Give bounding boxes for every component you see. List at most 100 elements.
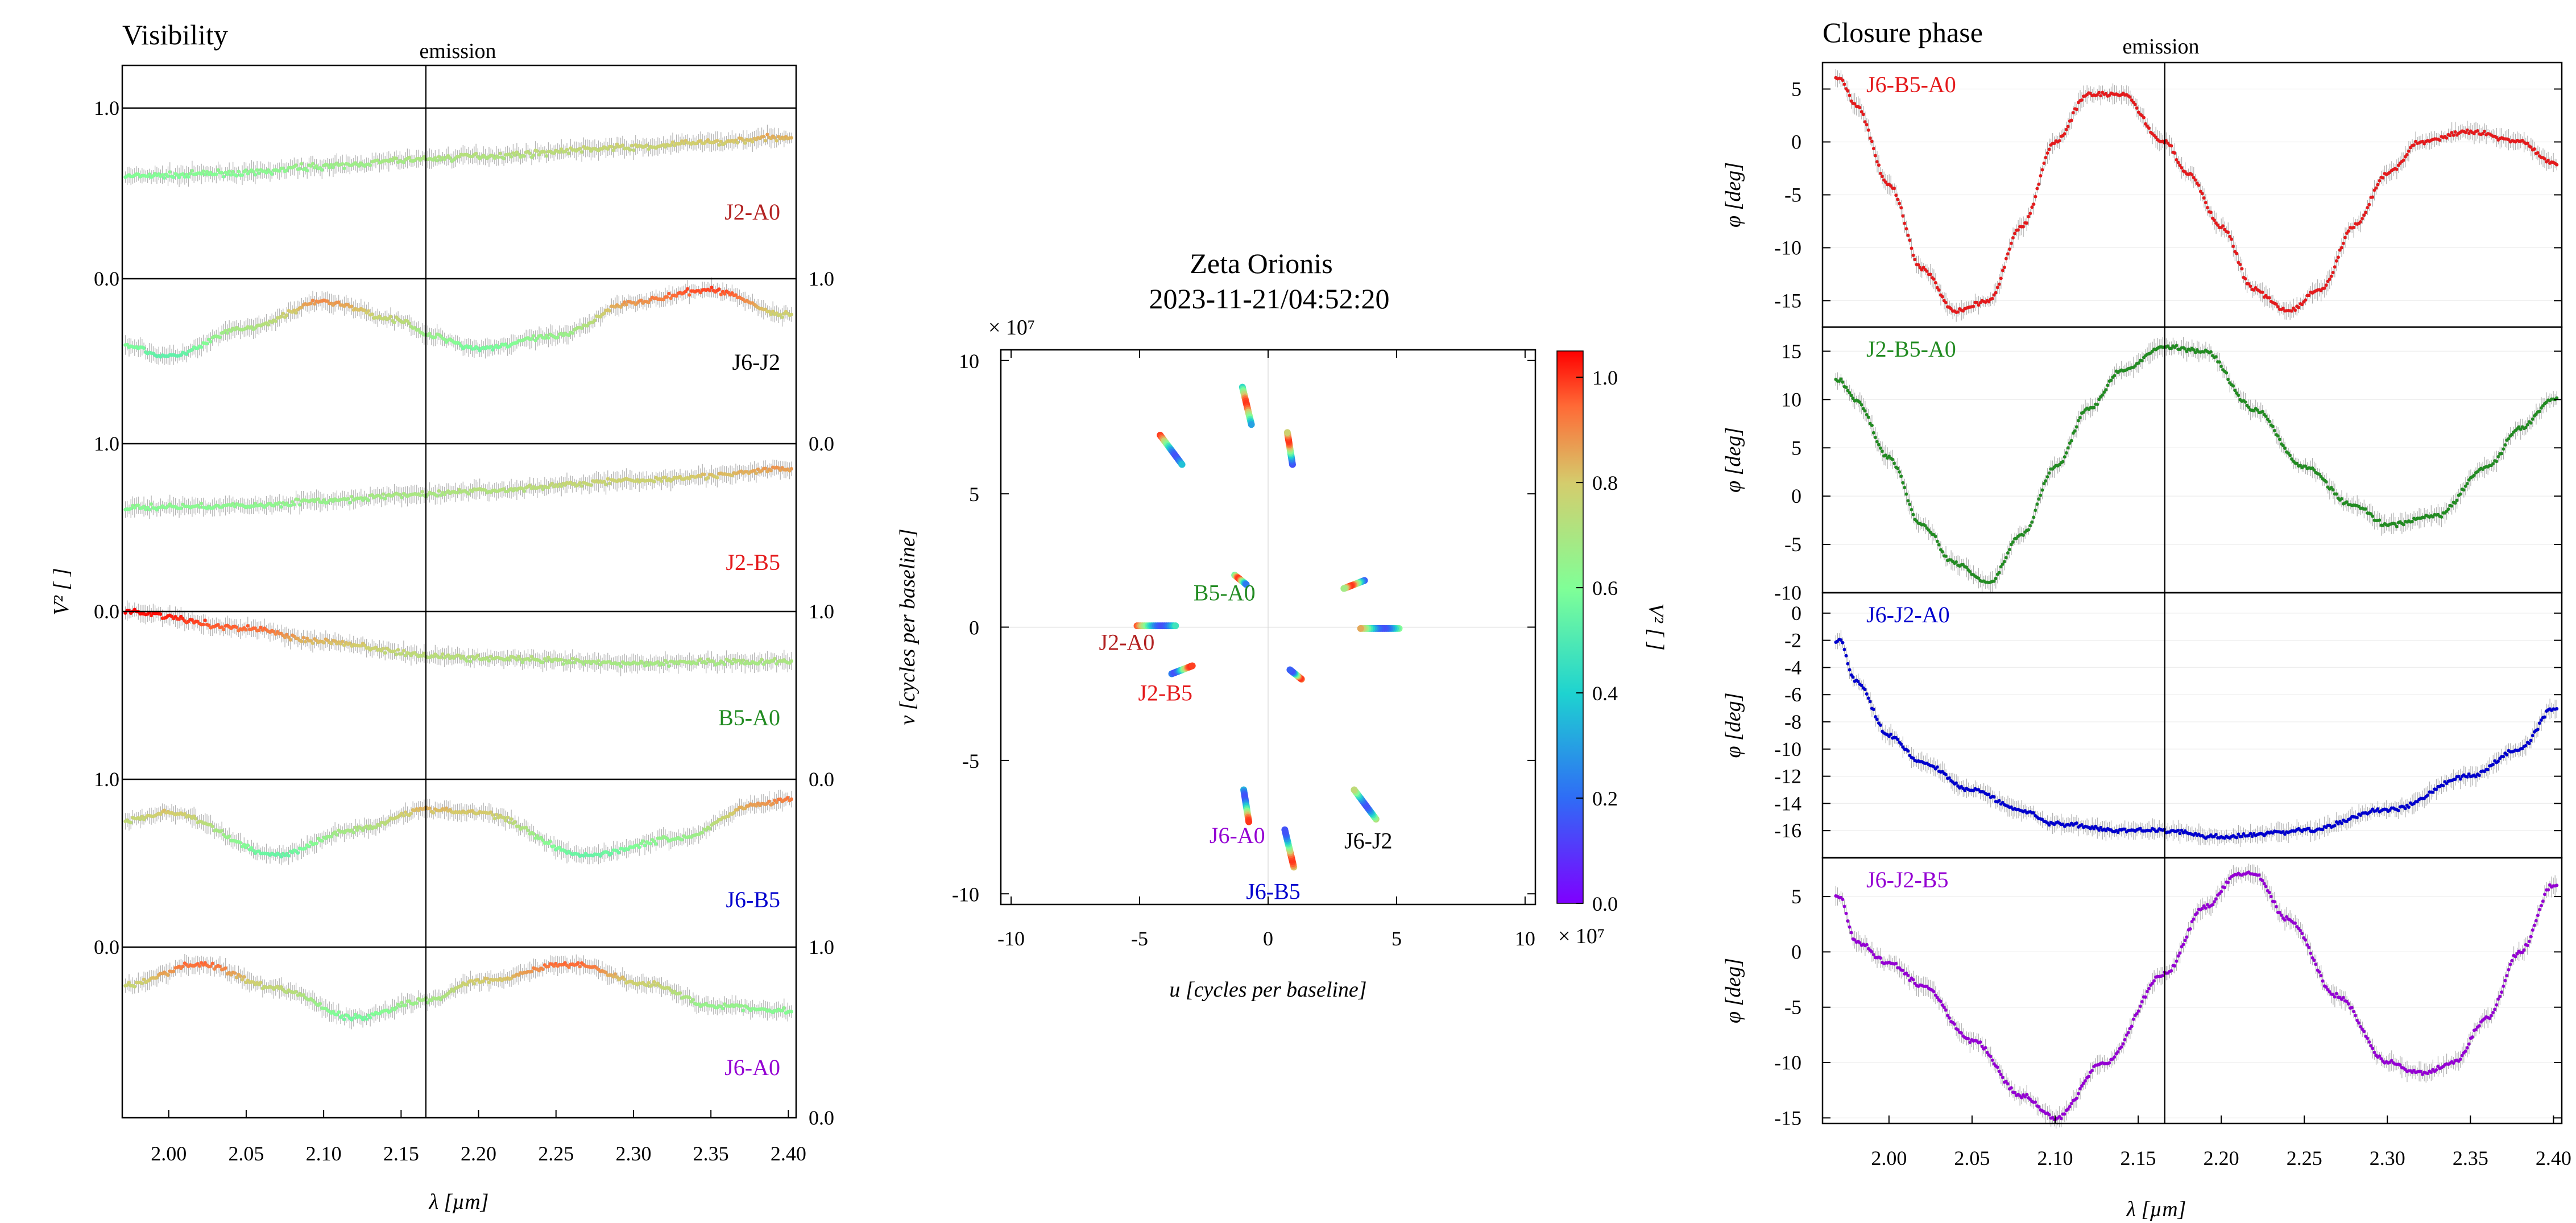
data-point [438, 493, 443, 497]
data-point [1925, 269, 1929, 273]
data-point [522, 489, 527, 493]
data-point [630, 143, 634, 148]
data-point [190, 348, 194, 352]
data-point [789, 466, 794, 471]
data-point [476, 654, 480, 658]
data-point [643, 664, 647, 668]
data-point [376, 158, 380, 162]
data-point [300, 162, 304, 166]
uv-point [1281, 826, 1289, 833]
uv-x-tick-label: -5 [1131, 927, 1148, 950]
data-point [661, 663, 665, 667]
data-point [1879, 171, 1883, 175]
data-point [546, 486, 550, 490]
data-point [1871, 147, 1875, 151]
data-point [552, 151, 556, 155]
uv-x-tick-label: 10 [1515, 927, 1535, 950]
uv-label-J6-J2: J6-J2 [1344, 828, 1392, 854]
data-point [469, 344, 473, 349]
data-point [641, 661, 645, 665]
data-point [310, 298, 315, 303]
data-point [1903, 221, 1907, 225]
data-point [544, 154, 549, 158]
data-point [706, 476, 710, 480]
data-point [1868, 137, 1872, 141]
visibility-panel: Visibility emission 1.00.0 1.01.0 0.00.0 1.… [49, 19, 834, 1214]
x-tick-label: 2.30 [615, 1142, 651, 1165]
data-point [2028, 212, 2032, 216]
data-point [132, 985, 136, 989]
data-point [723, 662, 727, 667]
data-point [541, 660, 545, 664]
data-point [216, 168, 220, 172]
data-point [670, 140, 675, 144]
data-point [669, 143, 673, 147]
baseline-label-J6-A0: J6-A0 [724, 1055, 780, 1080]
data-point [1875, 160, 1879, 164]
uv-ticks: -10 -5 0 5 10 10 5 0 -5 -10 [952, 350, 1535, 950]
data-point [515, 658, 519, 662]
data-point [485, 977, 489, 981]
data-point [1999, 276, 2003, 280]
data-point [142, 505, 146, 509]
data-point [218, 964, 222, 969]
baseline-label-J2-A0: J2-A0 [724, 199, 780, 225]
data-point [328, 166, 332, 170]
data-point [396, 647, 400, 652]
data-point [622, 977, 627, 981]
data-point [619, 664, 623, 668]
data-point [2047, 147, 2051, 151]
uv-label-J2-A0: J2-A0 [1099, 629, 1155, 655]
data-point [1892, 187, 1896, 191]
data-point [2001, 268, 2005, 272]
data-point [1913, 258, 1917, 262]
uv-y-tick-label: 0 [969, 617, 979, 639]
data-point [1994, 291, 1998, 295]
data-point [363, 308, 367, 312]
data-point [778, 312, 782, 317]
data-point [532, 334, 536, 338]
data-point [200, 345, 204, 349]
data-point [516, 152, 521, 156]
colorbar-tick-label: 0.8 [1592, 472, 1618, 494]
data-point [589, 483, 593, 487]
data-point [1896, 197, 1900, 201]
data-point [504, 819, 508, 823]
data-point [229, 173, 233, 177]
data-point [278, 501, 281, 505]
data-point [2034, 195, 2037, 199]
data-point [203, 172, 207, 176]
closure-phase-panel: Closure phase emission 50-5-10-15J6-B5-A… [1721, 16, 2571, 1221]
uv-top-exponent: × 10⁷ [988, 316, 1035, 340]
data-point [652, 480, 656, 484]
data-point [259, 981, 263, 985]
data-point [251, 505, 255, 509]
uv-track-10 [1240, 786, 1253, 825]
data-point [310, 641, 315, 645]
data-point [435, 158, 439, 163]
colorbar [1556, 350, 1584, 904]
data-point [459, 344, 463, 348]
data-point [708, 288, 712, 292]
data-point [717, 287, 721, 291]
data-point [767, 799, 771, 804]
data-point [754, 471, 759, 476]
data-point [223, 328, 227, 333]
data-point [374, 646, 378, 650]
data-point [685, 287, 690, 291]
data-point [394, 156, 399, 160]
data-point [368, 1015, 372, 1020]
data-point [2063, 132, 2066, 136]
data-point [214, 172, 218, 176]
data-point [297, 167, 302, 171]
data-point [287, 854, 291, 858]
data-point [688, 995, 691, 999]
data-point [197, 964, 202, 968]
data-point [2040, 168, 2044, 172]
data-point [160, 172, 164, 177]
visibility-data [123, 125, 794, 1030]
data-point [2004, 257, 2008, 261]
data-point [647, 300, 651, 305]
